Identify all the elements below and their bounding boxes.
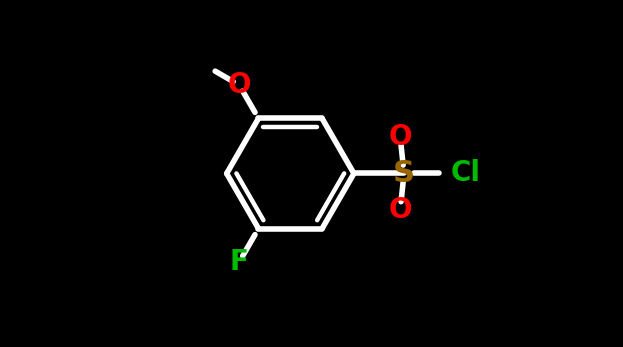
Text: S: S [393,159,415,188]
Text: F: F [230,248,249,276]
Text: O: O [388,123,412,151]
Text: O: O [388,196,412,224]
Text: Cl: Cl [450,160,480,187]
Text: O: O [227,71,251,99]
